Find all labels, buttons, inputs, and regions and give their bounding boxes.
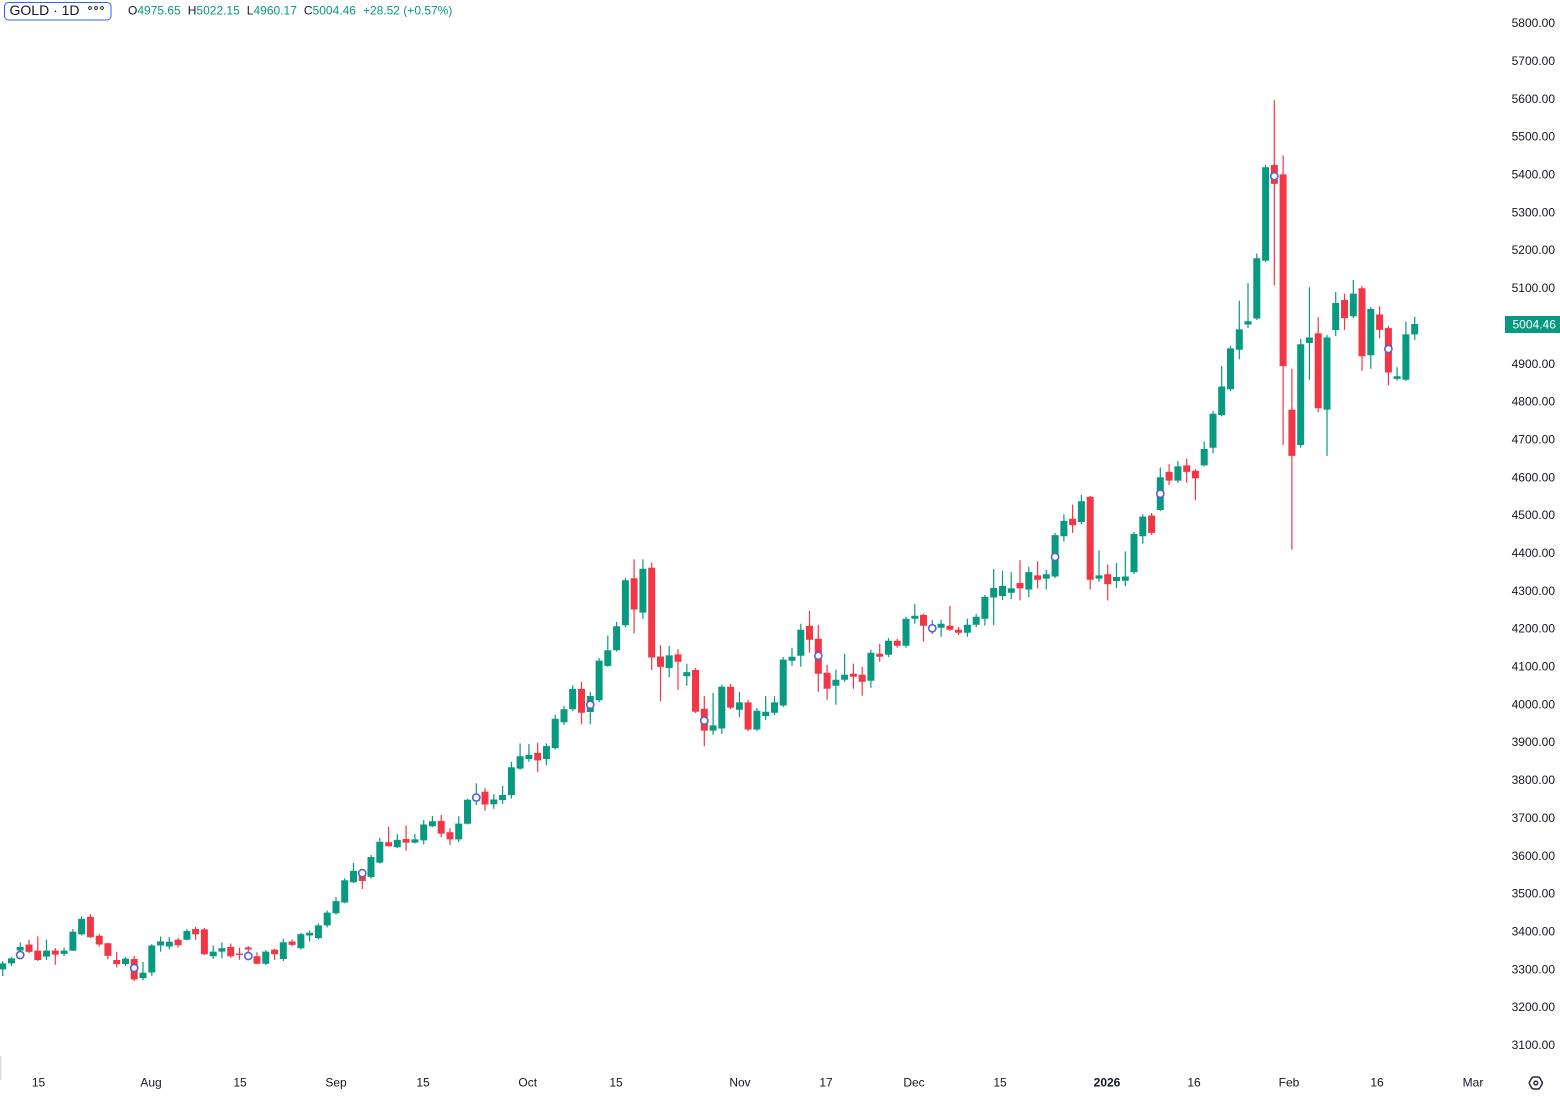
svg-text:3700.00: 3700.00: [1512, 811, 1556, 825]
svg-text:4300.00: 4300.00: [1512, 584, 1556, 598]
svg-text:4200.00: 4200.00: [1512, 622, 1556, 636]
svg-text:3600.00: 3600.00: [1512, 849, 1556, 863]
svg-text:17: 17: [819, 1076, 833, 1090]
svg-text:5100.00: 5100.00: [1512, 281, 1556, 295]
svg-text:5400.00: 5400.00: [1512, 168, 1556, 182]
svg-text:15: 15: [416, 1076, 430, 1090]
svg-text:3900.00: 3900.00: [1512, 735, 1556, 749]
svg-text:5500.00: 5500.00: [1512, 130, 1556, 144]
svg-text:4800.00: 4800.00: [1512, 395, 1556, 409]
svg-text:4700.00: 4700.00: [1512, 432, 1556, 446]
svg-text:4100.00: 4100.00: [1512, 660, 1556, 674]
svg-text:GOLD · 1D: GOLD · 1D: [10, 2, 80, 18]
svg-text:4500.00: 4500.00: [1512, 508, 1556, 522]
svg-text:Mar: Mar: [1463, 1076, 1484, 1090]
svg-text:4400.00: 4400.00: [1512, 546, 1556, 560]
svg-text:3100.00: 3100.00: [1512, 1038, 1556, 1052]
svg-text:4900.00: 4900.00: [1512, 357, 1556, 371]
svg-text:3800.00: 3800.00: [1512, 773, 1556, 787]
svg-text:15: 15: [233, 1076, 247, 1090]
svg-text:3500.00: 3500.00: [1512, 887, 1556, 901]
svg-text:3300.00: 3300.00: [1512, 962, 1556, 976]
svg-text:2026: 2026: [1094, 1076, 1121, 1090]
svg-text:15: 15: [32, 1076, 46, 1090]
svg-text:Nov: Nov: [729, 1076, 750, 1090]
svg-text:5700.00: 5700.00: [1512, 54, 1556, 68]
svg-text:5200.00: 5200.00: [1512, 243, 1556, 257]
svg-text:3400.00: 3400.00: [1512, 925, 1556, 939]
svg-text:Dec: Dec: [903, 1076, 924, 1090]
svg-text:4000.00: 4000.00: [1512, 697, 1556, 711]
svg-text:Sep: Sep: [325, 1076, 347, 1090]
svg-text:5300.00: 5300.00: [1512, 205, 1556, 219]
svg-text:16: 16: [1187, 1076, 1201, 1090]
svg-text:4600.00: 4600.00: [1512, 470, 1556, 484]
svg-text:5004.46: 5004.46: [1513, 318, 1557, 332]
svg-text:Aug: Aug: [140, 1076, 161, 1090]
svg-text:5800.00: 5800.00: [1512, 16, 1556, 30]
svg-text:Oct: Oct: [518, 1076, 537, 1090]
svg-text:15: 15: [609, 1076, 623, 1090]
svg-text:Feb: Feb: [1279, 1076, 1300, 1090]
svg-text:15: 15: [993, 1076, 1007, 1090]
svg-text:3200.00: 3200.00: [1512, 1000, 1556, 1014]
svg-text:16: 16: [1370, 1076, 1384, 1090]
svg-text:5600.00: 5600.00: [1512, 92, 1556, 106]
